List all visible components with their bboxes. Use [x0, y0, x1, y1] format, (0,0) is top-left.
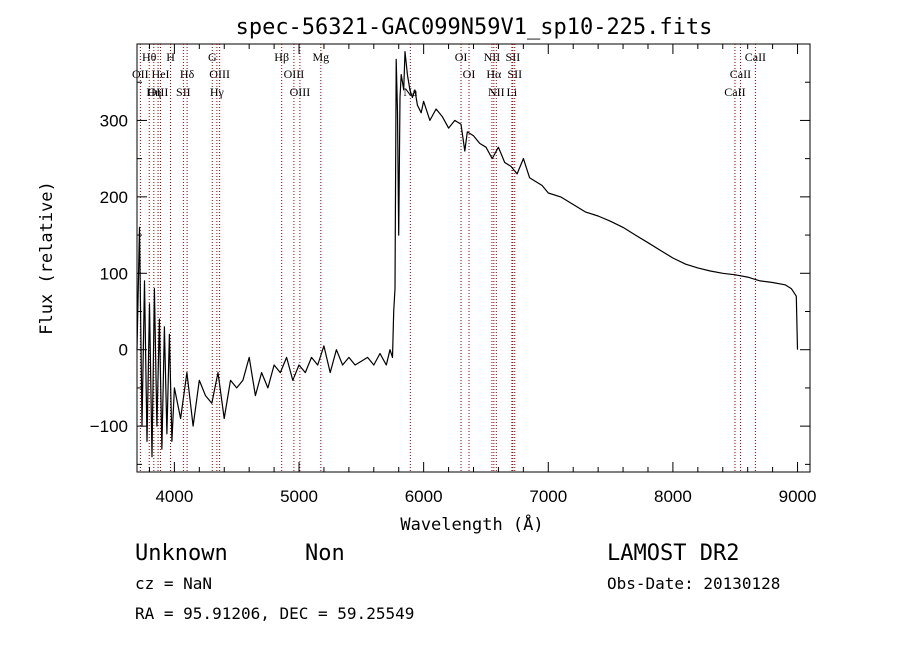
- y-axis-label: Flux (relative): [37, 181, 57, 335]
- plot-area-frame: [136, 43, 811, 473]
- marker-label: Hθ: [142, 50, 157, 64]
- line-markers: Hθ OII OIII H HeI Hη Hδ SII G OIII Hγ Hβ OIII OIII Mg N…: [132, 44, 766, 472]
- x-tick-label: 4000: [155, 487, 193, 506]
- marker-label: Hβ: [274, 50, 289, 64]
- marker-label: CaII: [730, 67, 751, 81]
- y-tick-label: 0: [119, 341, 128, 360]
- x-tick-label: 6000: [405, 487, 443, 506]
- chart-title: spec-56321-GAC099N59V1_sp10-225.fits: [236, 15, 713, 40]
- marker-label: Mg: [312, 50, 329, 64]
- marker-label: OIII: [290, 85, 311, 99]
- obs-date-label: Obs-Date: 20130128: [607, 574, 780, 593]
- x-tick-label: 7000: [529, 487, 567, 506]
- marker-label: Hγ: [210, 85, 225, 99]
- marker-label: HeI: [152, 67, 170, 81]
- marker-label: CaII: [745, 50, 766, 64]
- coords-label: RA = 95.91206, DEC = 59.25549: [135, 604, 414, 623]
- marker-label: OIII: [209, 67, 230, 81]
- x-tick-label: 5000: [280, 487, 318, 506]
- spectrum-line: [136, 50, 799, 458]
- marker-label: Hα: [486, 67, 502, 81]
- marker-label: SII: [176, 85, 191, 99]
- marker-label: OIII: [148, 85, 169, 99]
- axis-ticks: 4000 5000 6000 7000 8000 9000 −100 0 100 200 300: [90, 44, 817, 506]
- marker-label: Hη: [146, 85, 161, 99]
- marker-label: NII: [484, 50, 501, 64]
- marker-label: OI: [463, 67, 476, 81]
- marker-label: SII: [506, 50, 521, 64]
- marker-label: CaII: [724, 85, 745, 99]
- marker-label: Hδ: [180, 67, 195, 81]
- y-tick-label: 200: [100, 188, 128, 207]
- marker-label: OII: [132, 67, 149, 81]
- redshift-label: cz = NaN: [135, 574, 212, 593]
- survey-label: LAMOST DR2: [607, 541, 739, 566]
- y-tick-label: −100: [90, 417, 128, 436]
- spectrum-series: [136, 50, 799, 458]
- marker-label: NII: [488, 85, 505, 99]
- marker-label: OI: [455, 50, 468, 64]
- class-label: Unknown: [135, 541, 228, 566]
- x-axis-label: Wavelength (Å): [400, 513, 543, 535]
- y-tick-label: 100: [100, 264, 128, 283]
- marker-label: OIII: [284, 67, 305, 81]
- x-tick-label: 9000: [779, 487, 817, 506]
- marker-label: SII: [507, 67, 522, 81]
- marker-label: Li: [507, 85, 518, 99]
- marker-label: H: [166, 50, 175, 64]
- marker-label: G: [208, 50, 217, 64]
- x-tick-label: 8000: [654, 487, 692, 506]
- y-tick-label: 300: [100, 111, 128, 130]
- subclass-label: Non: [305, 541, 345, 566]
